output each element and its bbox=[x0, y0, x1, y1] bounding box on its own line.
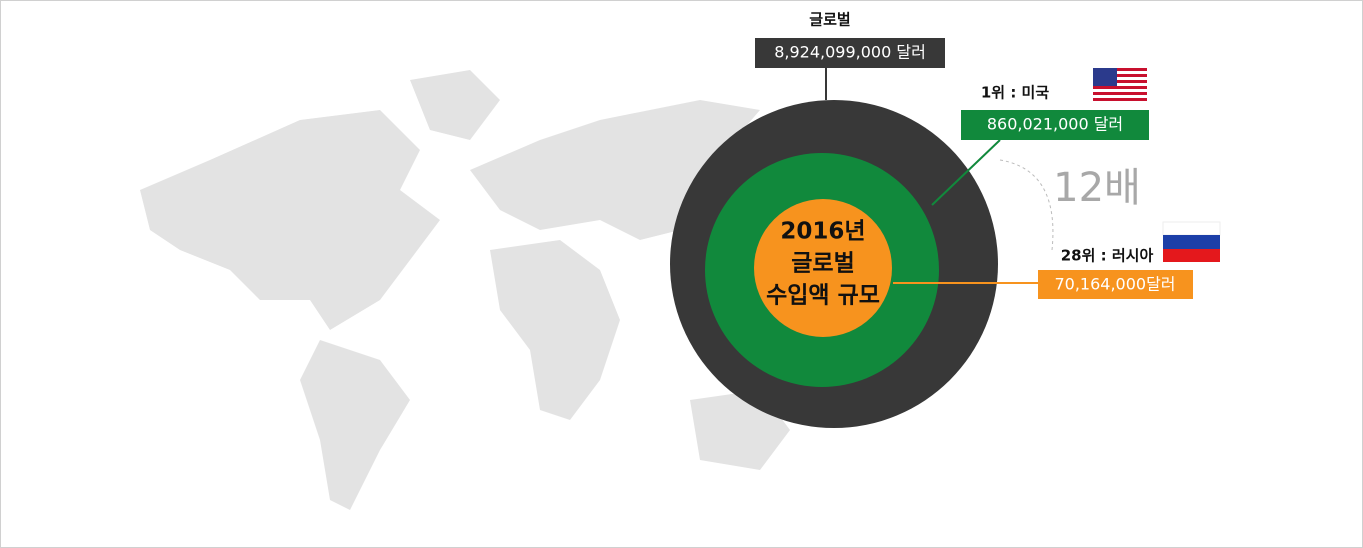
rank1-label: 1위 : 미국 bbox=[981, 84, 1049, 102]
center-line: 2016년 bbox=[780, 219, 865, 245]
rank28-value: 70,164,000달러 bbox=[1054, 275, 1175, 294]
russia-flag bbox=[1162, 221, 1221, 262]
rank1-value: 860,021,000 달러 bbox=[987, 115, 1123, 134]
ratio-arc bbox=[999, 159, 1054, 251]
russia-core bbox=[754, 199, 892, 337]
global-box bbox=[755, 38, 945, 68]
rank28-box bbox=[1038, 270, 1193, 299]
global-value: 8,924,099,000 달러 bbox=[774, 43, 926, 62]
us-flag bbox=[1093, 68, 1147, 102]
rank28-label: 28위 : 러시아 bbox=[1061, 247, 1154, 265]
center-line: 글로벌 bbox=[791, 251, 854, 277]
center-line: 수입액 규모 bbox=[766, 283, 880, 309]
ratio: 12배 bbox=[1053, 165, 1141, 211]
connector bbox=[931, 139, 1001, 206]
global-label: 글로벌 bbox=[809, 11, 850, 29]
rank1-box bbox=[961, 110, 1149, 140]
